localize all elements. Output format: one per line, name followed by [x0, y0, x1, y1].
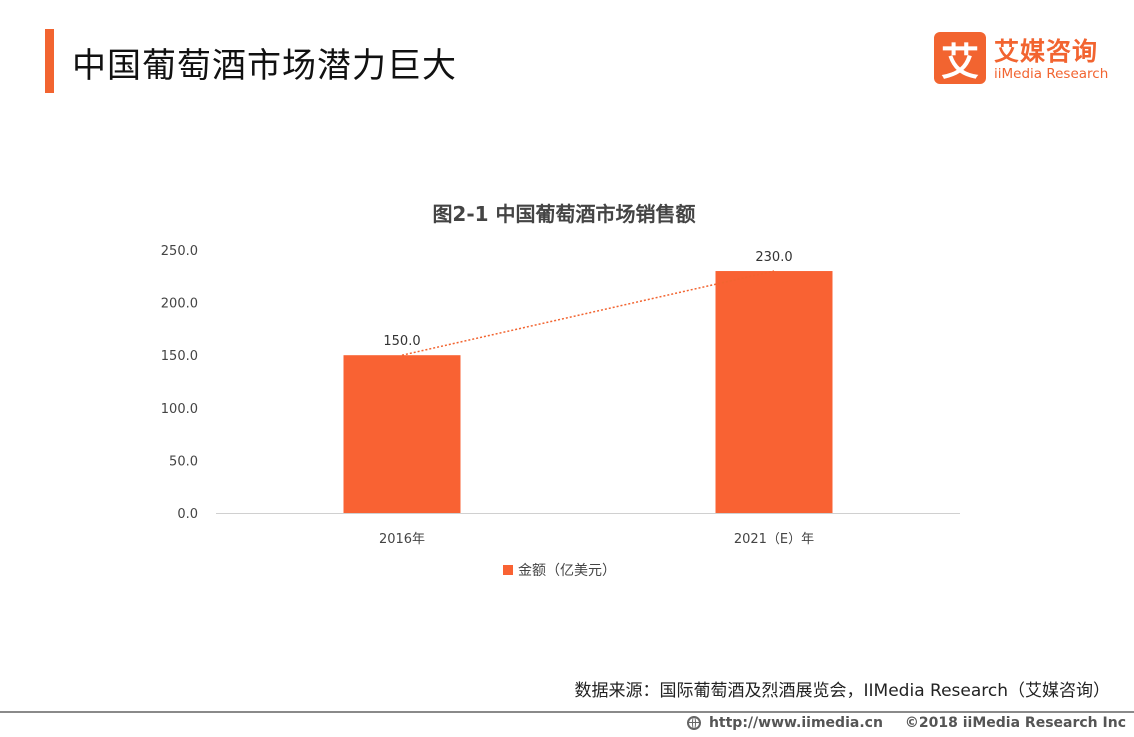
legend-swatch — [503, 565, 513, 575]
globe-icon — [686, 716, 701, 730]
y-tick-label: 50.0 — [169, 454, 198, 469]
trend-line — [401, 270, 775, 356]
y-tick-label: 250.0 — [161, 244, 198, 259]
logo-english-name: iiMedia Research — [994, 66, 1109, 82]
bar — [715, 271, 833, 513]
bar — [343, 355, 461, 513]
logo-chinese-name: 艾媒咨询 — [994, 37, 1099, 66]
footer-copyright: ©2018 iiMedia Research Inc — [904, 715, 1126, 731]
y-tick-label: 100.0 — [161, 402, 198, 417]
logo-mark-icon: 艾 — [934, 32, 986, 84]
legend-label: 金额（亿美元） — [518, 563, 616, 579]
footer-url[interactable]: http://www.iimedia.cn — [708, 715, 883, 731]
footer-divider — [0, 711, 1134, 713]
chart-title: 图2-1 中国葡萄酒市场销售额 — [432, 202, 695, 226]
y-tick-label: 150.0 — [161, 349, 198, 364]
title-accent-bar — [45, 29, 54, 93]
y-tick-label: 0.0 — [177, 507, 198, 522]
footer: http://www.iimedia.cn ©2018 iiMedia Rese… — [686, 713, 1126, 733]
page-title: 中国葡萄酒市场潜力巨大 — [72, 46, 457, 86]
y-tick-label: 200.0 — [161, 297, 198, 312]
brand-logo: 艾 艾媒咨询 iiMedia Research — [934, 32, 1124, 86]
x-tick-label: 2016年 — [379, 532, 425, 547]
data-source-note: 数据来源：国际葡萄酒及烈酒展览会，IIMedia Research（艾媒咨询） — [574, 681, 1110, 701]
x-tick-label: 2021（E）年 — [734, 532, 814, 547]
data-label: 230.0 — [755, 250, 792, 265]
data-label: 150.0 — [383, 334, 420, 349]
